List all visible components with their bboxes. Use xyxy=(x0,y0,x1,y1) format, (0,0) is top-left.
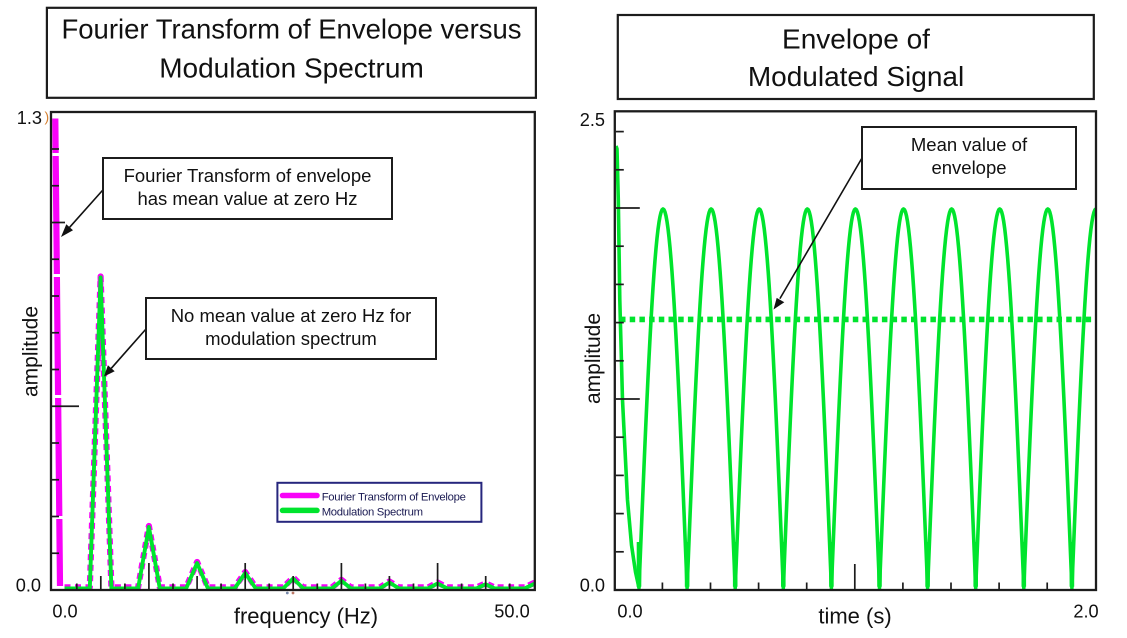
svg-text:0.0: 0.0 xyxy=(52,602,77,622)
svg-text:Fourier Transform of envelope: Fourier Transform of envelope xyxy=(124,165,372,186)
svg-text:Fourier Transform of Envelope: Fourier Transform of Envelope versus xyxy=(61,14,521,45)
svg-text:1.3: 1.3 xyxy=(17,108,42,128)
svg-text:Mean value of: Mean value of xyxy=(911,134,1028,155)
svg-text:frequency (Hz): frequency (Hz) xyxy=(234,604,378,629)
svg-text:amplitude: amplitude xyxy=(582,313,605,404)
svg-text:No mean value at zero Hz for: No mean value at zero Hz for xyxy=(171,305,412,326)
svg-text:Modulation Spectrum: Modulation Spectrum xyxy=(159,53,424,84)
svg-text:0.0: 0.0 xyxy=(617,602,642,622)
svg-text:): ) xyxy=(45,109,50,125)
svg-text:2.0: 2.0 xyxy=(1073,602,1098,622)
svg-text:Envelope of: Envelope of xyxy=(782,24,930,55)
svg-text:Fourier Transform of Envelope: Fourier Transform of Envelope xyxy=(322,492,466,504)
svg-text:modulation spectrum: modulation spectrum xyxy=(205,328,377,349)
svg-text:amplitude: amplitude xyxy=(20,306,43,397)
svg-text:50.0: 50.0 xyxy=(494,602,529,622)
svg-text:2.5: 2.5 xyxy=(580,110,605,130)
svg-text:Modulated Signal: Modulated Signal xyxy=(748,61,964,92)
svg-text:Modulation Spectrum: Modulation Spectrum xyxy=(322,507,423,519)
svg-text:envelope: envelope xyxy=(931,157,1006,178)
svg-text:0.0: 0.0 xyxy=(16,576,41,596)
svg-text:0.0: 0.0 xyxy=(580,576,605,596)
svg-text:has mean value at zero Hz: has mean value at zero Hz xyxy=(137,188,357,209)
svg-text:time (s): time (s) xyxy=(818,604,891,629)
